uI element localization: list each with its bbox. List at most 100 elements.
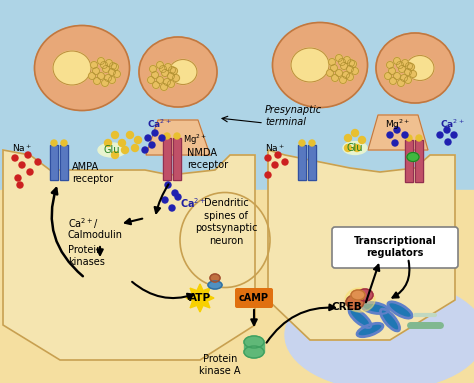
Text: CREB: CREB <box>332 302 363 312</box>
Circle shape <box>410 70 417 77</box>
Circle shape <box>358 136 365 144</box>
Circle shape <box>354 144 361 152</box>
Circle shape <box>390 77 396 85</box>
Polygon shape <box>268 150 455 340</box>
Circle shape <box>404 77 411 83</box>
Text: Transcriptional
regulators: Transcriptional regulators <box>354 236 437 258</box>
Circle shape <box>147 77 155 83</box>
Circle shape <box>152 130 158 136</box>
Circle shape <box>330 64 337 72</box>
Ellipse shape <box>350 309 370 327</box>
Text: Presynaptic
terminal: Presynaptic terminal <box>265 105 322 127</box>
Circle shape <box>384 72 392 80</box>
Circle shape <box>336 54 343 62</box>
Circle shape <box>175 194 181 200</box>
Circle shape <box>416 135 422 141</box>
Circle shape <box>165 182 171 188</box>
Polygon shape <box>146 120 210 155</box>
Circle shape <box>149 65 156 72</box>
Polygon shape <box>368 115 428 150</box>
Circle shape <box>156 77 164 83</box>
Text: Mg$^{2+}$: Mg$^{2+}$ <box>385 118 410 132</box>
Circle shape <box>102 65 109 72</box>
Ellipse shape <box>361 302 389 314</box>
Circle shape <box>159 65 166 72</box>
Circle shape <box>309 140 315 146</box>
Circle shape <box>93 77 100 85</box>
Circle shape <box>61 140 67 146</box>
Ellipse shape <box>357 289 373 301</box>
Bar <box>163 138 171 180</box>
Text: Ca$^{2+}$: Ca$^{2+}$ <box>147 118 172 130</box>
Text: Glu: Glu <box>347 143 363 153</box>
Circle shape <box>131 144 138 152</box>
Bar <box>50 145 58 180</box>
Circle shape <box>406 135 412 141</box>
Circle shape <box>104 139 111 147</box>
Text: ATP: ATP <box>189 293 211 303</box>
Bar <box>244 342 264 352</box>
FancyBboxPatch shape <box>235 288 273 308</box>
Text: Mg$^{2+}$: Mg$^{2+}$ <box>183 133 207 147</box>
Circle shape <box>401 75 408 82</box>
Circle shape <box>344 57 350 64</box>
Circle shape <box>437 132 443 138</box>
Circle shape <box>109 62 117 69</box>
Circle shape <box>352 67 358 75</box>
Circle shape <box>98 57 104 64</box>
Text: Calmodulin: Calmodulin <box>68 230 123 240</box>
Circle shape <box>92 67 100 75</box>
Circle shape <box>106 59 112 67</box>
Bar <box>415 140 423 182</box>
Circle shape <box>338 59 346 65</box>
Circle shape <box>159 135 165 141</box>
Circle shape <box>127 131 134 139</box>
Text: Ca$^{2+}$/: Ca$^{2+}$/ <box>68 216 99 231</box>
Ellipse shape <box>35 26 129 111</box>
Text: Protein
kinase A: Protein kinase A <box>199 354 241 376</box>
Ellipse shape <box>53 51 91 85</box>
Circle shape <box>405 62 412 69</box>
Ellipse shape <box>210 274 220 282</box>
Circle shape <box>401 59 409 67</box>
Text: Glu: Glu <box>104 145 120 155</box>
Circle shape <box>164 64 172 70</box>
Circle shape <box>282 159 288 165</box>
Circle shape <box>265 172 271 178</box>
Bar <box>60 145 68 180</box>
Circle shape <box>17 182 23 188</box>
Circle shape <box>145 135 151 141</box>
Bar <box>298 145 306 180</box>
Circle shape <box>149 142 155 148</box>
Ellipse shape <box>389 303 411 318</box>
Circle shape <box>386 62 393 69</box>
Ellipse shape <box>357 323 383 337</box>
Circle shape <box>387 132 393 138</box>
Circle shape <box>27 169 33 175</box>
Circle shape <box>101 80 109 87</box>
Bar <box>60 145 68 180</box>
Ellipse shape <box>343 141 367 154</box>
Circle shape <box>19 162 25 168</box>
Circle shape <box>327 69 334 77</box>
Circle shape <box>142 147 148 153</box>
Circle shape <box>444 127 450 133</box>
Ellipse shape <box>376 33 454 103</box>
Circle shape <box>171 67 177 75</box>
Circle shape <box>402 132 408 138</box>
Bar <box>50 145 58 180</box>
Circle shape <box>392 140 398 146</box>
Ellipse shape <box>291 48 329 82</box>
Circle shape <box>393 72 401 80</box>
Circle shape <box>272 162 278 168</box>
Circle shape <box>445 139 451 145</box>
Ellipse shape <box>406 56 434 80</box>
Bar <box>298 145 306 180</box>
Ellipse shape <box>407 152 419 162</box>
Ellipse shape <box>139 37 217 107</box>
Text: NMDA
receptor: NMDA receptor <box>187 148 228 170</box>
Circle shape <box>173 75 180 82</box>
Circle shape <box>167 80 174 87</box>
Ellipse shape <box>98 143 126 157</box>
Circle shape <box>162 69 168 77</box>
